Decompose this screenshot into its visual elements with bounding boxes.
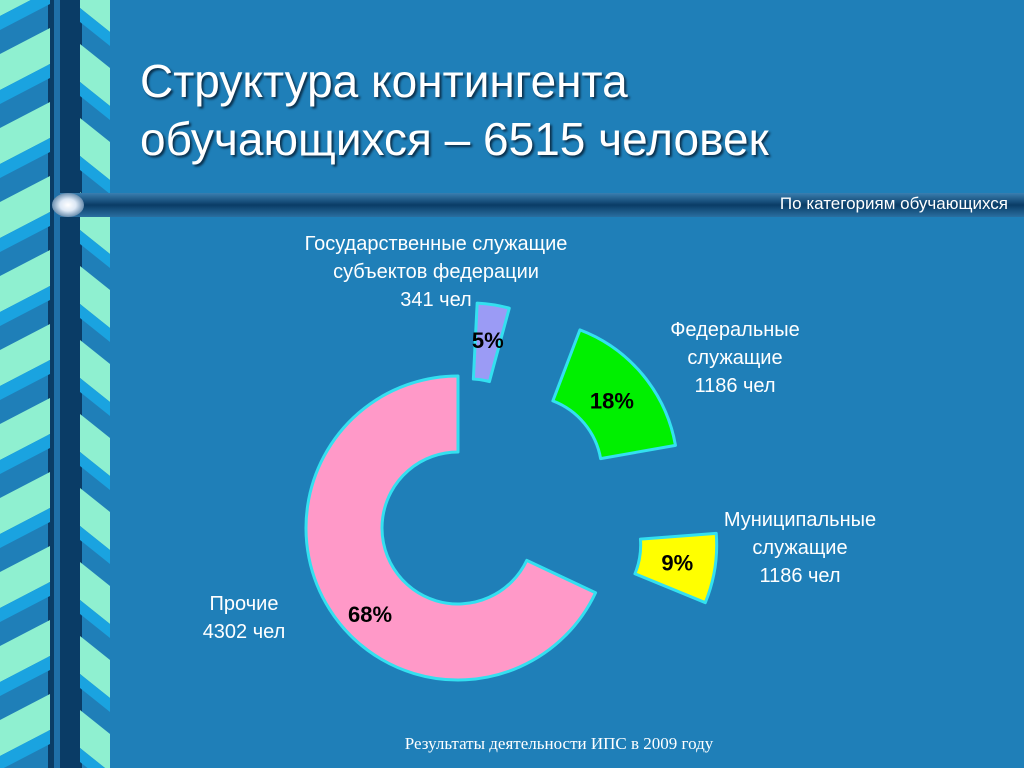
ribbon-left-band: [0, 546, 50, 608]
slice-percent-label: 9%: [661, 551, 693, 576]
slice-percent-label: 18%: [590, 389, 634, 414]
orb-highlight: [52, 193, 84, 217]
ribbon-right-band: [80, 340, 110, 402]
slice-category-label: Муниципальные служащие 1186 чел: [724, 509, 876, 587]
ribbon-right-band: [80, 118, 110, 180]
slice-percent-label: 68%: [348, 602, 392, 627]
ribbon-left-band: [0, 176, 50, 238]
ribbon-left-shade: [0, 138, 50, 178]
ribbon-left-band: [0, 102, 50, 164]
ribbon-right-shade: [80, 304, 110, 342]
donut-slice: [471, 301, 511, 384]
ribbon-left-band: [0, 398, 50, 460]
title-divider-bar: [52, 193, 1024, 217]
slice-category-label: Прочие 4302 чел: [203, 593, 286, 643]
slice-label-line: 1186 чел: [759, 565, 840, 587]
ribbon-left-band: [0, 250, 50, 312]
slice-label-line: Государственные служащие: [305, 233, 568, 255]
slice-category-label: Федеральные служащие 1186 чел: [670, 319, 800, 397]
ribbon-left-band: [0, 472, 50, 534]
ribbon-left-band: [0, 694, 50, 756]
donut-slice: [304, 374, 598, 682]
ribbon-left-shade: [0, 730, 50, 768]
ribbon-right-shade: [80, 452, 110, 490]
ribbon-right-band: [80, 266, 110, 328]
ribbon-left-shade: [0, 286, 50, 326]
slice-percent-label: 5%: [472, 328, 504, 353]
ribbon-left-shade: [0, 64, 50, 104]
ribbon-left-band: [0, 28, 50, 90]
ribbon-left-shade: [0, 434, 50, 474]
slide-footer: Результаты деятельности ИПС в 2009 году: [404, 734, 714, 753]
ribbon-left-shade: [0, 508, 50, 548]
ribbon-right-band: [80, 562, 110, 624]
ribbon-right-shade: [80, 82, 110, 120]
donut-slice: [551, 328, 677, 461]
ribbon-left-shade: [0, 212, 50, 252]
ribbon-right-shade: [80, 378, 110, 416]
slice-label-line: 4302 чел: [203, 621, 286, 643]
slice-label-line: Муниципальные: [724, 509, 876, 531]
slice-label-line: субъектов федерации: [333, 261, 539, 283]
ribbon-right-shade: [80, 230, 110, 268]
donut-slice: [633, 531, 719, 605]
ribbon-right-shade: [80, 8, 110, 46]
ribbon-right-shade: [80, 156, 110, 194]
ribbon-right-shade: [80, 674, 110, 712]
ribbon-right-shade: [80, 748, 105, 768]
ribbon-left-band: [0, 620, 50, 682]
slice-label-line: служащие: [687, 347, 782, 369]
slice-label-line: служащие: [752, 537, 847, 559]
slice-label-line: Федеральные: [670, 319, 800, 341]
slide-subtitle: По категориям обучающихся: [779, 194, 1008, 213]
title-line-1: Структура контингента: [140, 55, 628, 107]
ribbon-right-band: [80, 0, 110, 32]
ribbon-left-shade: [0, 360, 50, 400]
ribbon-left-shade: [0, 656, 50, 696]
slice-category-label: Государственные служащие субъектов федера…: [305, 233, 568, 311]
ribbon-left-shade: [0, 582, 50, 622]
ribbon-right-band: [80, 44, 110, 106]
slide-title: Структура контингента обучающихся – 6515…: [140, 52, 1000, 168]
decorative-ribbon: [0, 0, 110, 768]
title-line-2: обучающихся – 6515 человек: [140, 113, 769, 165]
ribbon-right-shade: [80, 526, 110, 564]
slice-label-line: 1186 чел: [694, 375, 775, 397]
ribbon-right-band: [80, 710, 110, 768]
ribbon-left-shade: [0, 0, 50, 30]
ribbon-right-band: [80, 636, 110, 698]
ribbon-right-shade: [80, 600, 110, 638]
ribbon-right-band: [80, 414, 110, 476]
ribbon-right-band: [80, 488, 110, 550]
ribbon-left-band: [0, 324, 50, 386]
slice-label-line: 341 чел: [400, 289, 471, 311]
slice-label-line: Прочие: [210, 593, 279, 615]
